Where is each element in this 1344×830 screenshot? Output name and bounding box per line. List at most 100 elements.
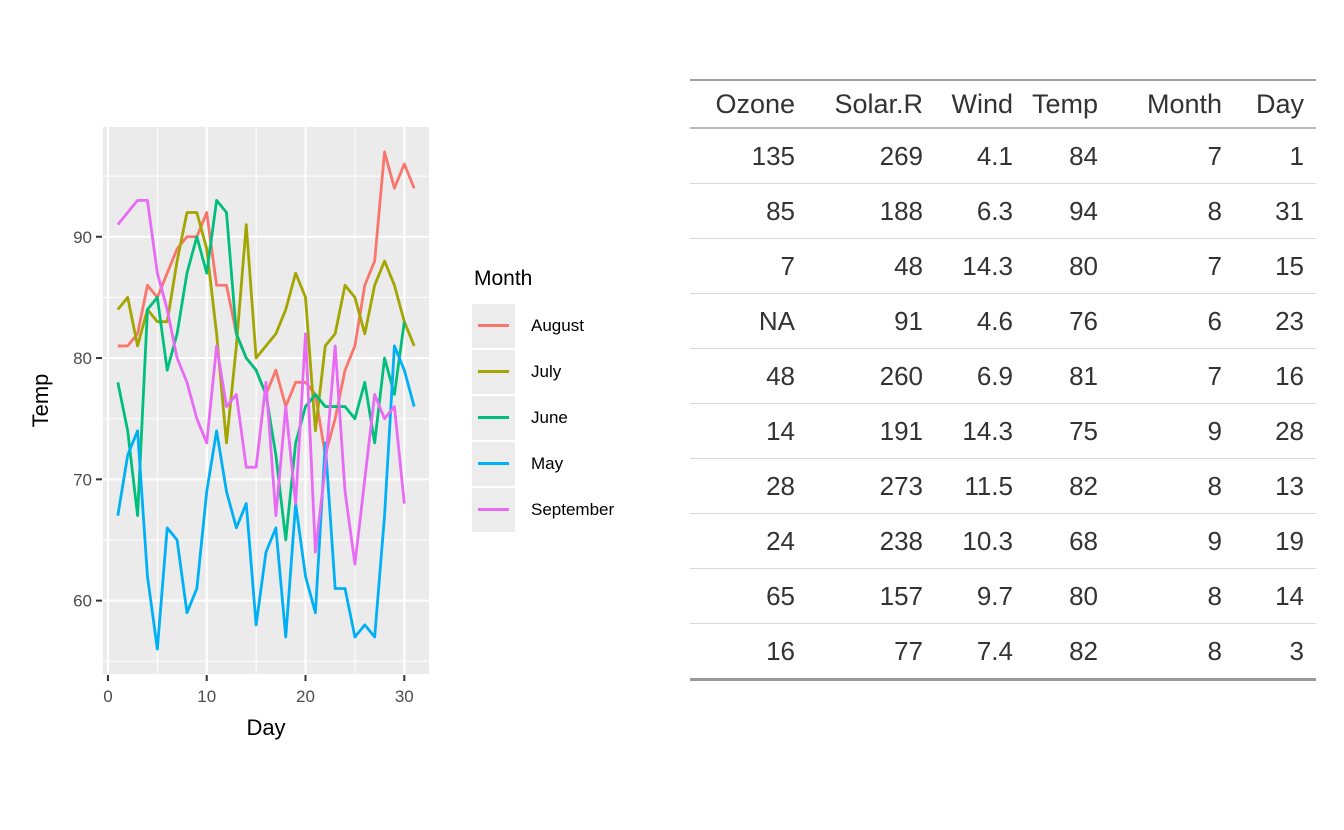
y-axis-title: Temp	[28, 374, 53, 428]
table-cell: 85	[690, 183, 807, 239]
table-cell: 16	[1234, 348, 1316, 404]
table-cell: 4.6	[935, 293, 1025, 349]
table-cell: 68	[1025, 513, 1110, 569]
table-row: 28 273 11.5 82 8 13	[690, 458, 1316, 514]
chart-svg: 0 10 20 30 60 70 80 90 Day Temp	[28, 127, 429, 740]
table-cell: 3	[1234, 623, 1316, 681]
table-row: 85 188 6.3 94 8 31	[690, 183, 1316, 239]
legend-key-line	[478, 462, 509, 465]
legend-label: May	[531, 454, 564, 473]
legend-label: August	[531, 316, 584, 335]
table-cell: 28	[1234, 403, 1316, 459]
table-cell: 65	[690, 568, 807, 624]
table-cell: 77	[807, 623, 935, 681]
table-cell: 28	[690, 458, 807, 514]
table-cell: 14	[690, 403, 807, 459]
table-row: 48 260 6.9 81 7 16	[690, 348, 1316, 404]
legend-label: September	[531, 500, 615, 519]
table-cell: 6	[1110, 293, 1234, 349]
table-cell: 238	[807, 513, 935, 569]
table-cell: 14.3	[935, 403, 1025, 459]
legend-item-july: July	[472, 350, 614, 394]
table-row: 16 77 7.4 82 8 3	[690, 623, 1316, 681]
table-cell: 76	[1025, 293, 1110, 349]
x-tick-label: 10	[197, 687, 216, 706]
x-tick-label: 30	[395, 687, 414, 706]
table-cell: 11.5	[935, 458, 1025, 514]
airquality-data-table: Ozone Solar.R Wind Temp Month Day 135 269 4.1 84…	[690, 79, 1316, 681]
table-cell: 10.3	[935, 513, 1025, 569]
legend-items: August July June May September	[472, 304, 614, 532]
table-cell: 273	[807, 458, 935, 514]
table-cell: 260	[807, 348, 935, 404]
table-cell: 157	[807, 568, 935, 624]
table-cell: 16	[690, 623, 807, 681]
x-tick-label: 20	[296, 687, 315, 706]
table-cell: 14	[1234, 568, 1316, 624]
x-tick-label: 0	[103, 687, 112, 706]
table-cell: 1	[1234, 128, 1316, 184]
table-cell: 4.1	[935, 128, 1025, 184]
legend-key-swatch	[472, 350, 515, 394]
y-tick-label: 90	[73, 228, 92, 247]
legend-key-line	[478, 416, 509, 419]
table-cell: 7	[1110, 348, 1234, 404]
table-cell: 24	[690, 513, 807, 569]
table-cell: 191	[807, 403, 935, 459]
table-cell: 48	[690, 348, 807, 404]
table-cell: 6.9	[935, 348, 1025, 404]
legend-key-swatch	[472, 442, 515, 486]
table-cell: 7	[1110, 238, 1234, 294]
series-line-september	[116, 198, 406, 566]
table-cell: 48	[807, 238, 935, 294]
table-cell: 8	[1110, 568, 1234, 624]
table-cell: 6.3	[935, 183, 1025, 239]
table-row: 24 238 10.3 68 9 19	[690, 513, 1316, 569]
legend-label: June	[531, 408, 568, 427]
table-cell: 188	[807, 183, 935, 239]
table-cell: 8	[1110, 623, 1234, 681]
chart-legend: Month August July June May September	[472, 266, 614, 534]
table-cell: 269	[807, 128, 935, 184]
series-line-june	[116, 198, 406, 542]
table-cell: 82	[1025, 623, 1110, 681]
legend-key-line	[478, 508, 509, 511]
legend-item-september: September	[472, 488, 614, 532]
temp-by-day-chart: 0 10 20 30 60 70 80 90 Day Temp Month August July J…	[0, 0, 665, 830]
table-cell: 8	[1110, 458, 1234, 514]
y-tick-label: 60	[73, 592, 92, 611]
x-axis-title: Day	[246, 715, 285, 740]
series-line-july	[116, 211, 416, 445]
y-tick-label: 70	[73, 470, 92, 489]
table-cell: 135	[690, 128, 807, 184]
table-cell: 75	[1025, 403, 1110, 459]
legend-item-june: June	[472, 396, 614, 440]
table-cell: 91	[807, 293, 935, 349]
legend-key-line	[478, 324, 509, 327]
column-header-month: Month	[1110, 79, 1234, 129]
table-cell: 14.3	[935, 238, 1025, 294]
table-cell: NA	[690, 293, 807, 349]
table-cell: 7	[690, 238, 807, 294]
table-cell: 82	[1025, 458, 1110, 514]
table-cell: 81	[1025, 348, 1110, 404]
legend-label: July	[531, 362, 562, 381]
series-line-may	[116, 344, 416, 651]
legend-key-line	[478, 370, 509, 373]
legend-key-swatch	[472, 304, 515, 348]
table-row: 7 48 14.3 80 7 15	[690, 238, 1316, 294]
data-table: Ozone Solar.R Wind Temp Month Day 135 269 4.1 84…	[690, 79, 1316, 681]
table-cell: 94	[1025, 183, 1110, 239]
column-header-temp: Temp	[1025, 79, 1110, 129]
column-header-ozone: Ozone	[690, 79, 807, 129]
table-row: 65 157 9.7 80 8 14	[690, 568, 1316, 624]
y-tick-label: 80	[73, 349, 92, 368]
table-cell: 23	[1234, 293, 1316, 349]
table-cell: 7	[1110, 128, 1234, 184]
table-cell: 80	[1025, 238, 1110, 294]
table-cell: 84	[1025, 128, 1110, 184]
table-row: 14 191 14.3 75 9 28	[690, 403, 1316, 459]
column-header-day: Day	[1234, 79, 1316, 129]
table-cell: 9	[1110, 403, 1234, 459]
